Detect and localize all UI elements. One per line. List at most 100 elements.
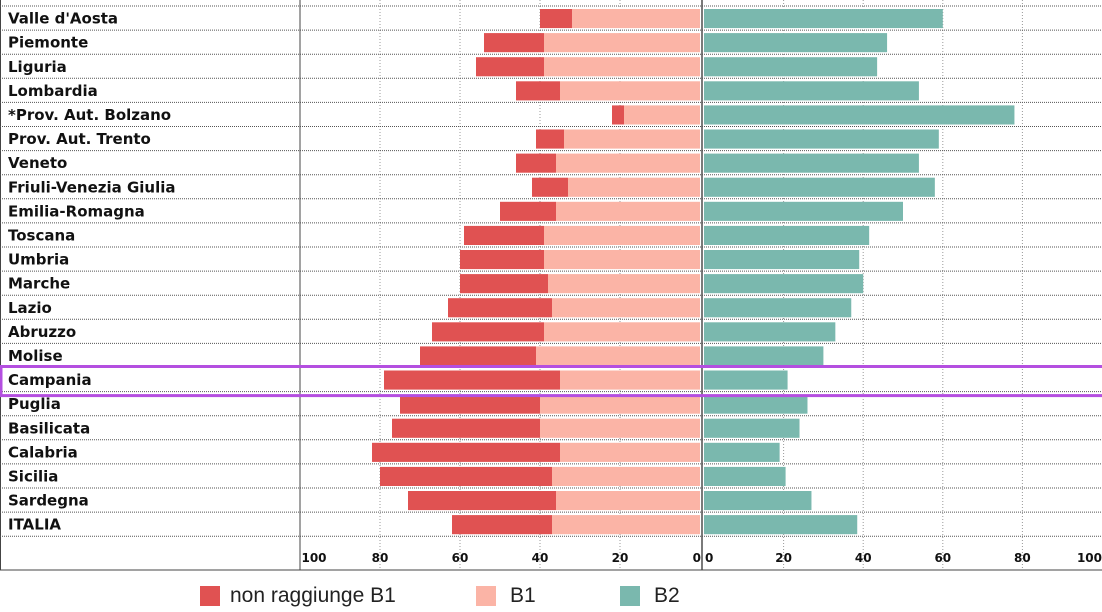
tick-label-left: 60 <box>452 551 469 565</box>
category-label: Basilicata <box>8 419 90 437</box>
bar-b2 <box>704 81 919 101</box>
bar-b2 <box>704 250 860 270</box>
category-rows <box>0 5 1102 537</box>
tick-label-left: 100 <box>301 551 326 565</box>
bar-b2 <box>704 346 824 366</box>
bar-b1 <box>544 57 700 77</box>
category-label: ITALIA <box>8 516 61 534</box>
tick-label-right: 80 <box>1014 551 1031 565</box>
bar-b1 <box>540 418 700 438</box>
bar-b1 <box>564 129 700 149</box>
bar-non-raggiunge-b1 <box>612 105 624 125</box>
x-axis: 100 80 60 40 20 0 0 20 40 60 80 100 <box>301 551 1102 565</box>
bar-b1 <box>544 322 700 342</box>
category-label: Marche <box>8 275 70 293</box>
legend-item-non-raggiunge-b1: non raggiunge B1 <box>200 584 396 608</box>
legend-label-b2: B2 <box>654 584 680 607</box>
bar-b1 <box>568 177 700 197</box>
bar-b2 <box>704 201 903 221</box>
category-label: Liguria <box>8 58 67 76</box>
bar-b1 <box>556 153 700 173</box>
bar-b1 <box>540 394 700 414</box>
category-label: Valle d'Aosta <box>8 10 118 28</box>
tick-label-right: 20 <box>775 551 792 565</box>
category-label: Campania <box>8 371 92 389</box>
bar-b1 <box>556 201 700 221</box>
category-label: Molise <box>8 347 63 365</box>
bar-b2 <box>704 418 800 438</box>
bar-non-raggiunge-b1 <box>516 153 556 173</box>
bar-non-raggiunge-b1 <box>516 81 560 101</box>
bar-non-raggiunge-b1 <box>400 394 540 414</box>
category-label: Prov. Aut. Trento <box>8 130 151 148</box>
category-label: Sardegna <box>8 492 89 510</box>
bar-non-raggiunge-b1 <box>540 9 572 29</box>
diverging-bar-chart: Valle d'Aosta Piemonte Liguria Lombardia *Pr… <box>0 0 1102 571</box>
category-label: Piemonte <box>8 34 88 52</box>
bar-b2 <box>704 515 858 535</box>
tick-label-left: 20 <box>612 551 629 565</box>
bar-b2 <box>704 442 780 462</box>
bar-b1 <box>552 466 700 486</box>
category-label: Umbria <box>8 251 69 269</box>
bar-b2 <box>704 153 919 173</box>
category-label: Abruzzo <box>8 323 76 341</box>
bar-b1 <box>560 442 700 462</box>
bar-b1 <box>560 370 700 390</box>
bar-b1 <box>572 9 700 29</box>
bar-b1 <box>556 491 700 511</box>
bar-non-raggiunge-b1 <box>452 515 552 535</box>
bar-non-raggiunge-b1 <box>448 298 552 318</box>
bar-b2 <box>704 129 939 149</box>
bar-non-raggiunge-b1 <box>392 418 540 438</box>
highlight-frame <box>0 365 1102 398</box>
bar-b2 <box>704 370 788 390</box>
bar-non-raggiunge-b1 <box>432 322 544 342</box>
bar-non-raggiunge-b1 <box>420 346 536 366</box>
bar-b2 <box>704 466 786 486</box>
category-label: Calabria <box>8 443 78 461</box>
category-labels: Valle d'Aosta Piemonte Liguria Lombardia *Pr… <box>8 10 176 534</box>
bar-b1 <box>544 33 700 53</box>
bar-b2 <box>704 322 836 342</box>
bar-b1 <box>548 274 700 294</box>
legend-label-non-raggiunge-b1: non raggiunge B1 <box>230 584 396 607</box>
bar-non-raggiunge-b1 <box>536 129 564 149</box>
bar-b2 <box>704 177 935 197</box>
bar-b1 <box>544 225 700 245</box>
category-label: Emilia-Romagna <box>8 202 145 220</box>
bar-b2 <box>704 274 864 294</box>
highlight-box-campania <box>0 365 1102 398</box>
bar-non-raggiunge-b1 <box>460 250 544 270</box>
tick-label-right: 100 <box>1077 551 1102 565</box>
bar-non-raggiunge-b1 <box>380 466 552 486</box>
bar-b1 <box>560 81 700 101</box>
legend-item-b2: B2 <box>620 584 680 608</box>
bar-non-raggiunge-b1 <box>500 201 556 221</box>
legend-swatch-b2 <box>620 586 640 606</box>
bar-marks <box>372 9 1015 535</box>
bar-non-raggiunge-b1 <box>372 442 560 462</box>
legend-swatch-non-raggiunge-b1 <box>200 586 220 606</box>
bar-b2 <box>704 33 888 53</box>
bar-b1 <box>544 250 700 270</box>
bar-non-raggiunge-b1 <box>464 225 544 245</box>
bar-b2 <box>704 9 943 29</box>
category-label: Lazio <box>8 299 52 317</box>
tick-label-right: 60 <box>934 551 951 565</box>
tick-label-left: 0 <box>693 551 701 565</box>
bar-non-raggiunge-b1 <box>460 274 548 294</box>
bar-non-raggiunge-b1 <box>476 57 544 77</box>
bar-b2 <box>704 298 852 318</box>
tick-label-right: 40 <box>855 551 872 565</box>
bar-non-raggiunge-b1 <box>532 177 568 197</box>
category-label: *Prov. Aut. Bolzano <box>8 106 171 124</box>
category-label: Friuli-Venezia Giulia <box>8 178 176 196</box>
bar-b2 <box>704 57 878 77</box>
bar-non-raggiunge-b1 <box>408 491 556 511</box>
bar-b2 <box>704 225 870 245</box>
bar-non-raggiunge-b1 <box>484 33 544 53</box>
bar-b2 <box>704 394 808 414</box>
legend-swatch-b1 <box>476 586 496 606</box>
bar-b2 <box>704 491 812 511</box>
